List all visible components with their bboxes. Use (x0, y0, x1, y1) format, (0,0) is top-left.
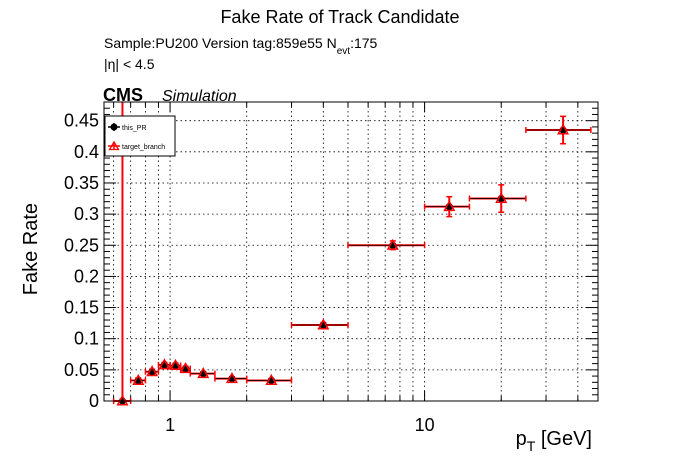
legend-label-this-pr: this_PR (122, 125, 147, 132)
y-tick-label: 0.2 (74, 266, 99, 286)
x-axis-label: pT [GeV] (516, 428, 592, 454)
data-point (129, 373, 147, 385)
plot-frame (103, 101, 599, 402)
target-branch-marker (179, 362, 192, 374)
x-axis-label-sub: T (527, 438, 536, 454)
y-tick-label: 0.4 (74, 142, 99, 162)
data-point (179, 362, 192, 374)
target-branch-marker (158, 358, 171, 370)
legend-label-target-branch: target_branch (122, 144, 165, 151)
legend-marker-this-pr (110, 123, 118, 131)
target-branch-marker (225, 372, 238, 384)
y-tick-label: 0.45 (64, 111, 99, 131)
data-point (169, 358, 182, 370)
legend-entry-target-branch: target_branch (108, 140, 165, 151)
y-tick-label: 0 (89, 391, 99, 411)
target-branch-marker (132, 373, 145, 385)
target-branch-marker (197, 367, 210, 379)
target-branch-marker (557, 123, 570, 135)
nevt-value: :175 (350, 35, 377, 51)
eta-cut-label: |η| < 4.5 (104, 56, 155, 72)
target-branch-marker (146, 365, 159, 377)
y-tick-label: 0.25 (64, 235, 99, 255)
simulation-label: Simulation (162, 88, 237, 105)
y-tick-label: 0.05 (64, 360, 99, 380)
x-tick-label: 10 (415, 415, 435, 435)
target-branch-marker (495, 191, 508, 204)
nevt-subscript: evt (337, 46, 351, 57)
x-axis-label-unit: [GeV] (535, 428, 592, 450)
data-point (423, 195, 471, 218)
x-tick-label: 1 (165, 415, 175, 435)
data-point (525, 115, 592, 145)
target-branch-marker (116, 394, 129, 406)
legend-entry-this-pr: this_PR (108, 123, 147, 132)
data-points (112, 102, 592, 406)
target-branch-marker (265, 373, 278, 385)
legend: this_PR target_branch (104, 115, 176, 157)
data-point (245, 373, 293, 385)
data-point (144, 365, 160, 377)
y-axis-label: Fake Rate (20, 203, 42, 295)
data-point (347, 238, 426, 251)
y-tick-label: 0.35 (64, 173, 99, 193)
grid-lines (104, 102, 598, 401)
data-point (189, 367, 216, 379)
sample-info-line: Sample:PU200 Version tag:859e55 Nevt:175 (104, 35, 378, 57)
target-branch-marker (386, 238, 399, 250)
cms-label: CMS (103, 85, 143, 105)
data-point (290, 318, 349, 330)
y-tick-label: 0.15 (64, 298, 99, 318)
legend-marker-target-branch (108, 140, 120, 151)
target-branch-marker (317, 318, 330, 330)
data-point (157, 358, 171, 370)
chart-title: Fake Rate of Track Candidate (220, 7, 459, 27)
data-point (214, 372, 248, 384)
y-tick-label: 0.3 (74, 204, 99, 224)
x-axis-label-main: p (516, 428, 527, 450)
y-tick-label: 0.1 (74, 329, 99, 349)
sample-info-text: Sample:PU200 Version tag:859e55 N (104, 35, 337, 51)
data-point (468, 184, 527, 214)
target-branch-marker (169, 358, 182, 370)
target-branch-marker (443, 200, 456, 212)
